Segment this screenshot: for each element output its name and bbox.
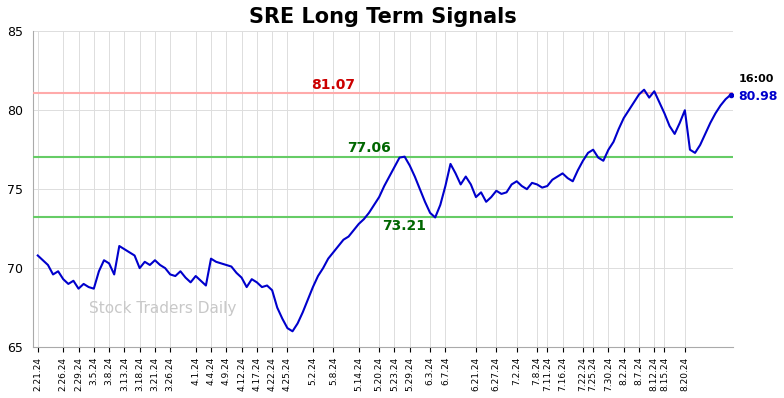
Text: 81.07: 81.07 xyxy=(311,78,355,92)
Text: 80.98: 80.98 xyxy=(739,90,778,103)
Title: SRE Long Term Signals: SRE Long Term Signals xyxy=(249,7,517,27)
Text: 77.06: 77.06 xyxy=(347,141,391,155)
Text: 16:00: 16:00 xyxy=(739,74,774,84)
Text: 73.21: 73.21 xyxy=(383,219,426,233)
Text: Stock Traders Daily: Stock Traders Daily xyxy=(89,300,236,316)
